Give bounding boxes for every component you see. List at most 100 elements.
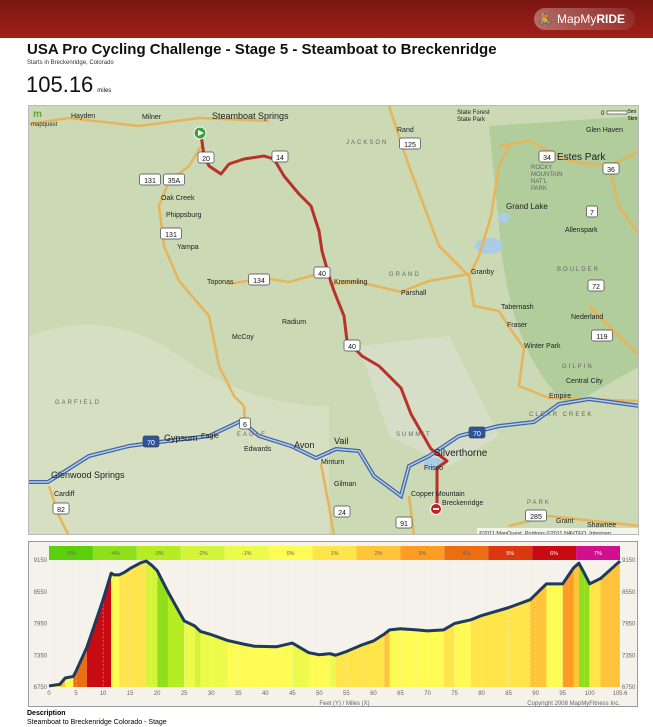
shield-badge [586, 205, 598, 218]
route-shield-36: 36 [602, 162, 620, 175]
map-place-label-copper-mountain: Copper Mountain [411, 491, 465, 498]
route-map[interactable]: Hayden Milner Steamboat Springs Oak Creek Ph… [28, 105, 639, 535]
shield-badge [52, 502, 70, 515]
x-tick-label: 25 [181, 691, 188, 697]
lake-grand [498, 213, 510, 223]
shield-badge [239, 417, 251, 430]
x-tick-label: 60 [370, 691, 377, 697]
x-tick-label: 5 [74, 691, 78, 697]
mapmyride-logo[interactable]: 🚴 MapMyRIDE [534, 8, 635, 30]
logo-text: MapMyRIDE [556, 12, 625, 26]
y-tick-label-right: 8550 [622, 590, 636, 596]
play-glyph-icon [198, 130, 204, 136]
route-line [199, 133, 449, 508]
highway-road [498, 139, 638, 168]
shield-badge [248, 273, 270, 286]
grade-legend-label: 2% [374, 551, 382, 557]
shield-badge [602, 162, 620, 175]
map-place-label-yampa: Yampa [177, 244, 199, 251]
interstate-70 [29, 398, 638, 498]
highway-road [29, 116, 270, 128]
map-place-label-edwards: Edwards [244, 446, 272, 453]
shield-number: 70 [147, 440, 155, 447]
map-place-label-gilpin: GILPIN [562, 364, 594, 370]
x-tick-label: 80 [478, 691, 485, 697]
shield-number: 14 [276, 155, 284, 162]
elevation-segment [76, 647, 87, 687]
x-tick-label: 100 [585, 691, 596, 697]
shield-badge [333, 505, 351, 518]
grade-legend-swatch [136, 546, 181, 560]
elevation-segment [589, 578, 601, 687]
grade-legend-swatch [180, 546, 225, 560]
shield-number: 70 [473, 431, 481, 438]
route-shield-20: 20 [197, 151, 215, 164]
map-place-label-garfield: GARFIELD [55, 400, 101, 406]
shield-badge [142, 435, 160, 448]
route-shield-134: 134 [248, 273, 270, 286]
grade-legend-label: -3% [154, 551, 164, 557]
route-shield-35A: 35A [163, 173, 185, 186]
map-place-label-rand: Rand [397, 127, 414, 134]
route-shield-119: 119 [591, 329, 613, 342]
map-place-label-shawnee: Shawnee [587, 522, 616, 529]
map-place-label-breckenridge: Breckenridge [442, 500, 483, 507]
grade-legend-label: -1% [242, 551, 252, 557]
grade-legend-swatch [224, 546, 269, 560]
elevation-segment [103, 573, 112, 687]
elevation-segment [546, 583, 563, 687]
y-tick-label-right: 7350 [622, 653, 636, 659]
shield-badge [591, 329, 613, 342]
shield-number: 20 [202, 156, 210, 163]
map-place-label-mccoy: McCoy [232, 334, 254, 341]
map-place-label-grand-lake: Grand Lake [506, 202, 548, 211]
map-place-label-hayden: Hayden [71, 113, 95, 120]
shield-number: 24 [338, 510, 346, 517]
map-place-label-rocky-mountain-nat-l-park: ROCKY MOUNTAIN NAT'L PARK [531, 165, 564, 192]
route-shield-40: 40 [313, 266, 331, 279]
shield-badge [139, 173, 161, 186]
elevation-segment [335, 651, 347, 687]
route-shield-131: 131 [160, 227, 182, 240]
elevation-segment [573, 563, 579, 687]
shield-number: 40 [348, 344, 356, 351]
map-place-label-radium: Radium [282, 319, 306, 326]
grade-legend-swatch [312, 546, 357, 560]
grade-legend-swatch [400, 546, 445, 560]
mapquest-logo-text: mapquest [31, 122, 58, 128]
grade-legend-label: 3% [418, 551, 426, 557]
route-shield-72: 72 [587, 279, 605, 292]
highway-road [319, 463, 335, 534]
elevation-segment [124, 568, 131, 687]
elevation-segment [119, 572, 125, 687]
elevation-segment [319, 653, 331, 687]
elevation-segment [530, 589, 542, 687]
y-tick-label-left: 8550 [34, 590, 48, 596]
grade-legend-swatch [532, 546, 577, 560]
y-tick-label-left: 7950 [34, 622, 48, 628]
map-place-label-cardiff: Cardiff [54, 491, 75, 498]
elevation-segment [584, 573, 590, 687]
grade-legend-swatch [576, 546, 620, 560]
route-shield-34: 34 [538, 150, 556, 163]
grade-legend-label: 0% [287, 551, 295, 557]
scale-label-km: 5km [628, 116, 637, 122]
route-shield-70: 70 [468, 426, 486, 439]
stop-glyph-icon [433, 508, 439, 510]
elevation-segment [470, 615, 482, 687]
map-place-label-boulder: BOULDER [557, 267, 600, 273]
shield-number: 131 [144, 178, 156, 185]
x-axis-label: Feet (Y) / Miles (X) [319, 701, 369, 707]
copyright-bg [477, 528, 638, 534]
shield-number: 82 [57, 507, 65, 514]
x-tick-label: 20 [154, 691, 161, 697]
elevation-segment [211, 634, 228, 687]
elevation-segment [157, 570, 168, 687]
grade-legend-label: 4% [462, 551, 470, 557]
elevation-segment [508, 599, 531, 687]
map-place-label-toponas: Toponas [207, 279, 234, 286]
grade-legend-swatch [488, 546, 533, 560]
route-shield-131: 131 [139, 173, 161, 186]
highway-road [607, 165, 638, 236]
elevation-segment [200, 631, 212, 687]
